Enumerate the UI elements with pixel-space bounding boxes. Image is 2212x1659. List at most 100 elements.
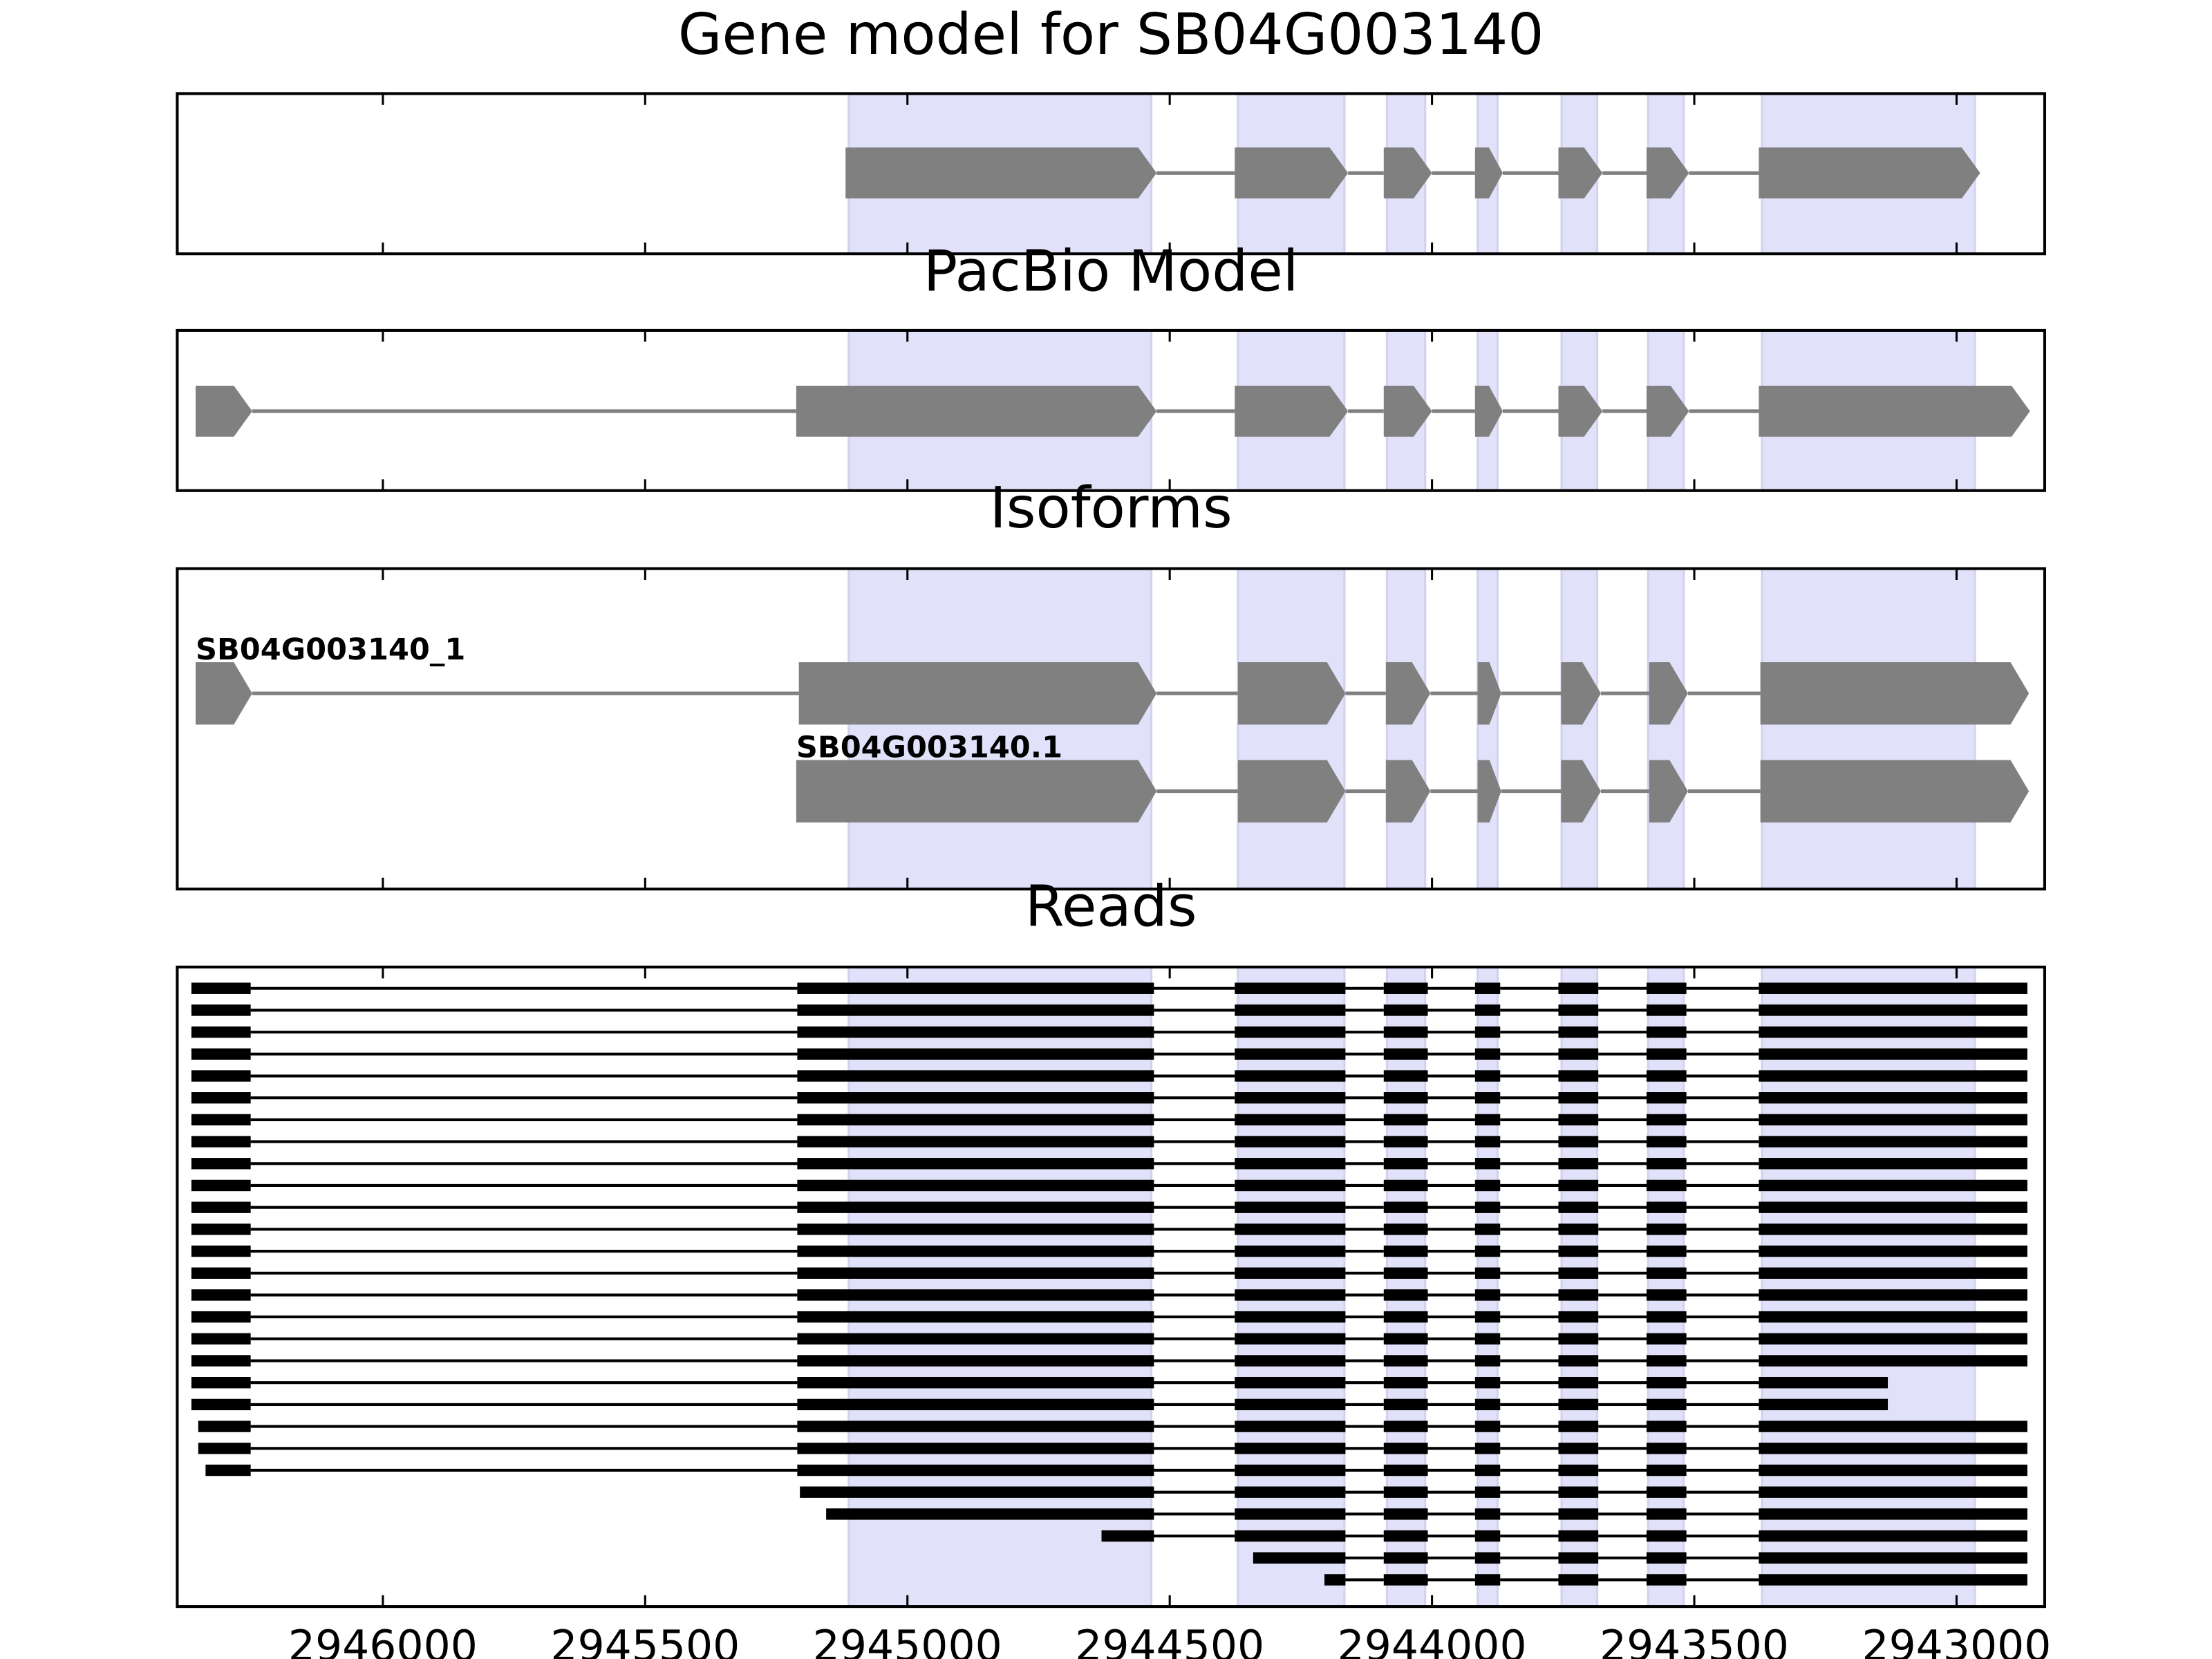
exon-highlight [1477, 568, 1499, 890]
read-block [1235, 1377, 1346, 1389]
read-block [191, 1224, 251, 1235]
read-block [1383, 1092, 1428, 1104]
read-block [1646, 1530, 1687, 1542]
read-block [1474, 1486, 1501, 1498]
read-block [1235, 1114, 1346, 1126]
read-block [1383, 1552, 1428, 1564]
exon [195, 662, 252, 725]
x-tick-label: 2944000 [1338, 1621, 1527, 1659]
read-block [1646, 1004, 1687, 1016]
read-block [1235, 1355, 1346, 1367]
x-tick-label: 2946000 [288, 1621, 478, 1659]
read-block [1558, 1377, 1599, 1389]
read-block [1646, 1377, 1687, 1389]
panel-title: PacBio Model [924, 239, 1299, 305]
exon [796, 385, 1157, 437]
read-block [1253, 1552, 1346, 1564]
read-block [1235, 1311, 1346, 1323]
read-block [1759, 1158, 2027, 1170]
read-block [1759, 1245, 2027, 1257]
read-block [191, 1136, 251, 1147]
read-block [797, 1355, 1154, 1367]
read-block [797, 1136, 1154, 1147]
exon [1649, 662, 1688, 725]
read-block [191, 1267, 251, 1279]
read-block [1558, 1245, 1599, 1257]
exon [1760, 760, 2030, 823]
read-block [1235, 1224, 1346, 1235]
read-block [1383, 1136, 1428, 1147]
read-block [1474, 1136, 1501, 1147]
x-tick-label: 2944500 [1075, 1621, 1264, 1659]
exon [1237, 760, 1346, 823]
read-block [191, 1311, 251, 1323]
exon-highlight [1560, 568, 1599, 890]
read-block [198, 1421, 251, 1432]
exon [195, 385, 252, 437]
read-block [1646, 1552, 1687, 1564]
read-block [1474, 1355, 1501, 1367]
read-block [191, 1114, 251, 1126]
exon [1646, 385, 1689, 437]
read-block [1235, 1179, 1346, 1192]
exon-highlight [1385, 568, 1427, 890]
read-block [1474, 1311, 1501, 1323]
exon [1649, 760, 1688, 823]
exon [1237, 662, 1346, 725]
exon [798, 662, 1157, 725]
read-block [1474, 1333, 1501, 1345]
read-block [1474, 1179, 1501, 1192]
read-block [1383, 1377, 1428, 1389]
read-block [1383, 1201, 1428, 1213]
read-block [797, 1114, 1154, 1126]
exon [1558, 385, 1603, 437]
read-block [797, 1377, 1154, 1389]
read-block [1383, 1289, 1428, 1301]
read-block [1474, 1421, 1501, 1432]
panel-frame [176, 328, 2046, 492]
read-block [1383, 1508, 1428, 1520]
exon-highlight [847, 568, 1153, 890]
isoform-label: SB04G003140_1 [196, 632, 465, 667]
read-block [1383, 1486, 1428, 1498]
read-block [1558, 1267, 1599, 1279]
read-block [1474, 1114, 1501, 1126]
read-block [1383, 1530, 1428, 1542]
read-block [797, 1179, 1154, 1192]
read-block [1759, 1224, 2027, 1235]
read-block [1558, 1574, 1599, 1586]
read-block [1646, 1224, 1687, 1235]
read-block [191, 982, 251, 994]
read-block [1383, 1158, 1428, 1170]
read-block [1646, 1464, 1687, 1477]
read-block [1759, 1421, 2027, 1432]
read-block [1235, 1004, 1346, 1016]
read-block [191, 1092, 251, 1104]
read-block [1474, 1443, 1501, 1454]
read-block [1383, 1070, 1428, 1082]
read-block [1646, 1048, 1687, 1060]
read-block [1646, 1355, 1687, 1367]
read-block [1474, 1092, 1501, 1104]
read-block [1235, 1245, 1346, 1257]
read-block [1558, 1421, 1599, 1432]
read-block [1474, 1158, 1501, 1170]
read-block [1235, 1289, 1346, 1301]
read-block [1383, 1333, 1428, 1345]
read-block [1646, 1443, 1687, 1454]
read-block [1759, 1486, 2027, 1498]
panel-frame [176, 965, 2046, 1609]
read-block [1474, 1508, 1501, 1520]
read-block [191, 1289, 251, 1301]
read-block [1646, 1114, 1687, 1126]
exon [1561, 760, 1601, 823]
exon [1385, 760, 1431, 823]
read-block [1759, 1289, 2027, 1301]
read-block [1646, 1333, 1687, 1345]
read-block [1235, 1443, 1346, 1454]
read-block [191, 1398, 251, 1411]
read-block [1759, 1552, 2027, 1564]
read-block [1759, 1398, 1888, 1411]
read-block [797, 1421, 1154, 1432]
